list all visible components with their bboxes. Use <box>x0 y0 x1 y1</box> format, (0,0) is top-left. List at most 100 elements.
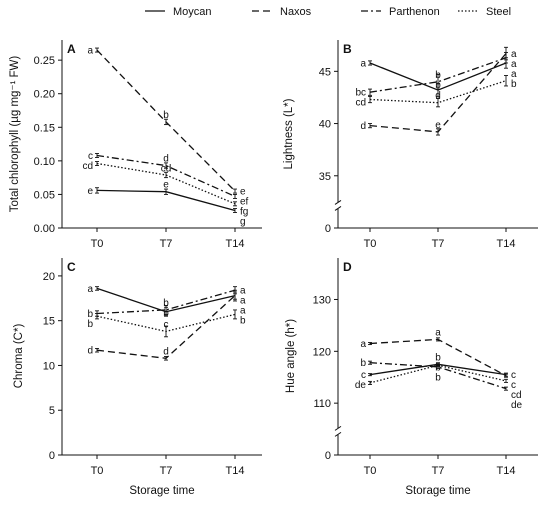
panel-a-letter-steel-t7: cd <box>161 164 172 175</box>
panel-b-y-tick-label: 45 <box>319 66 331 78</box>
panel-d-letter-parthenon-t7: b <box>435 372 441 383</box>
panel-a-letter-moycan-t14: g <box>240 217 246 228</box>
panel-a-letter-naxos-t14: e <box>240 187 246 198</box>
legend-label-steel: Steel <box>486 6 511 18</box>
panel-c-y-tick-label: 15 <box>43 316 55 328</box>
panel-c-letter-moycan-t14: a <box>240 296 246 307</box>
panel-d-x-tick-label: T14 <box>497 465 516 477</box>
panel-d-axis-break-mark <box>334 431 342 437</box>
panel-c-y-tick-label: 20 <box>43 271 55 283</box>
panel-c-letter-parthenon-t0: b <box>87 309 93 320</box>
panel-d-letter: D <box>343 260 352 274</box>
panel-a-x-tick-label: T7 <box>160 238 173 250</box>
panel-c-letter-steel-t0: b <box>87 319 93 330</box>
panel-a-steel-line <box>96 162 236 205</box>
panel-d-x-tick-label: T0 <box>364 465 377 477</box>
panel-d-letter-naxos-t14: c <box>511 380 516 391</box>
panel-a-y-tick-label: 0.15 <box>34 122 55 134</box>
legend-label-moycan: Moycan <box>173 6 212 18</box>
panel-a-letter-naxos-t7: b <box>163 110 169 121</box>
panel-d-letter-moycan-t0: c <box>361 370 366 381</box>
panel-d-letter-naxos-t7: a <box>435 327 441 338</box>
panel-b-x-tick-label: T0 <box>364 238 377 250</box>
panel-d-x-tick-label: T7 <box>432 465 445 477</box>
panel-d-y-tick-label: 130 <box>313 294 331 306</box>
panel-c-letter-naxos-t7: d <box>163 346 169 357</box>
panel-b-axis-break-mark <box>334 206 342 211</box>
panel-a-y-tick-label: 0.05 <box>34 189 55 201</box>
panel-a-letter-naxos-t0: a <box>87 46 93 57</box>
panel-c-letter-parthenon-t14: a <box>240 286 246 297</box>
panel-c-letter-steel-t7: c <box>164 319 169 330</box>
panel-b-letter-moycan-t7: b <box>435 80 441 91</box>
panel-a-y-tick-label: 0.20 <box>34 89 55 101</box>
panel-a-letter: A <box>67 42 76 56</box>
panel-a-letter-steel-t0: cd <box>82 161 93 172</box>
panel-b-y-tick-label: 0 <box>325 223 331 235</box>
panel-b-parthenon-line <box>369 57 507 93</box>
panel-a-x-tick-label: T0 <box>91 238 104 250</box>
panel-d-y-tick-label: 0 <box>325 450 331 462</box>
panel-c-parthenon-line <box>96 289 236 315</box>
panel-a-letter-moycan-t7: e <box>163 180 169 191</box>
panel-c-letter-naxos-t0: d <box>87 346 93 357</box>
panel-b-letter-steel-t14: b <box>511 79 517 90</box>
panel-d-letter-parthenon-t0: b <box>360 358 366 369</box>
panel-d-y-tick-label: 120 <box>313 346 331 358</box>
panel-a-letter-moycan-t0: e <box>87 186 93 197</box>
panel-a-x-tick-label: T14 <box>226 238 245 250</box>
panel-b-letter-parthenon-t0: bc <box>355 88 366 99</box>
panel-c-letter-steel-t14: b <box>240 316 246 327</box>
panel-b-letter-moycan-t0: a <box>360 58 366 69</box>
panel-a-y-tick-label: 0.10 <box>34 156 55 168</box>
panel-b-y-tick-label: 35 <box>319 171 331 183</box>
panel-a-letter-steel-t14: fg <box>240 207 248 218</box>
panel-b-letter-naxos-t0: d <box>360 121 366 132</box>
panel-a-y-axis-label: Total chlorophyll (µg mg⁻¹ FW) <box>9 56 21 213</box>
panel-c-letter-moycan-t7: b <box>163 308 169 319</box>
panel-d-letter-naxos-t0: a <box>360 339 366 350</box>
panel-d-y-tick-label: 110 <box>313 398 331 410</box>
panel-b-letter-naxos-t7: e <box>435 120 441 131</box>
panel-b-letter-steel-t7: d <box>435 91 441 102</box>
panel-d-letter-steel-t14: cd <box>511 390 522 401</box>
panel-a-letter-parthenon-t0: c <box>88 151 93 162</box>
panel-b-x-tick-label: T7 <box>432 238 445 250</box>
panel-c-y-tick-label: 5 <box>49 405 55 417</box>
panel-b-y-tick-label: 40 <box>319 119 331 131</box>
panel-d-letter-steel-t0: de <box>355 380 367 391</box>
legend-label-parthenon: Parthenon <box>389 6 440 18</box>
panel-c-x-axis-label: Storage time <box>129 485 194 497</box>
panel-c-x-tick-label: T14 <box>226 465 245 477</box>
panel-a-y-tick-label: 0.00 <box>34 223 55 235</box>
panel-b-steel-line <box>369 80 507 104</box>
panel-b-letter: B <box>343 42 352 56</box>
panel-c-letter: C <box>67 260 76 274</box>
panel-a-letter-parthenon-t7: d <box>163 154 169 165</box>
panel-d-letter-moycan-t14: c <box>511 370 516 381</box>
panel-b-letter-steel-t0: cd <box>355 98 366 109</box>
panel-d-letter-parthenon-t14: de <box>511 400 523 411</box>
panel-b-letter-parthenon-t14: a <box>511 59 517 70</box>
panel-c-letter-naxos-t14: a <box>240 306 246 317</box>
panel-b-letter-parthenon-t7: b <box>435 70 441 81</box>
panel-c-letter-moycan-t0: a <box>87 284 93 295</box>
panel-d-x-axis-label: Storage time <box>405 485 470 497</box>
panel-d-axis-break-mark <box>334 425 342 431</box>
panel-d-letter-steel-t7: b <box>435 362 441 373</box>
panel-b-y-axis-label: Lightness (L*) <box>283 98 295 169</box>
panel-b-letter-naxos-t14: a <box>511 49 517 60</box>
panel-a-parthenon-line <box>96 154 236 197</box>
panel-c-y-tick-label: 0 <box>49 450 55 462</box>
panel-a-y-tick-label: 0.25 <box>34 55 55 67</box>
panel-a-letter-parthenon-t14: ef <box>240 197 249 208</box>
panel-c-letter-parthenon-t7: b <box>163 298 169 309</box>
panel-b-letter-moycan-t14: a <box>511 69 517 80</box>
panel-b-axis-break-mark <box>334 200 342 205</box>
panel-c-x-tick-label: T7 <box>160 465 173 477</box>
panel-d-letter-moycan-t7: b <box>435 352 441 363</box>
panel-c-y-axis-label: Chroma (C*) <box>13 324 25 389</box>
legend-label-naxos: Naxos <box>280 6 312 18</box>
